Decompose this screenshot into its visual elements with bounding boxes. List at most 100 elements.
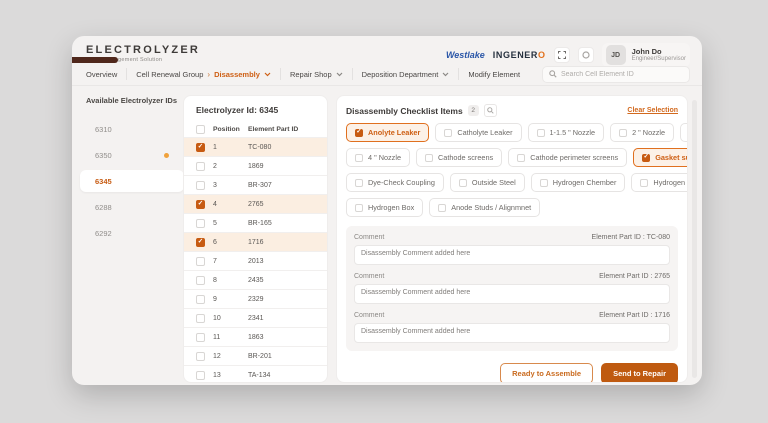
sidebar-item-6310[interactable]: 6310 xyxy=(95,124,112,134)
app-logo: ELECTROLYZER Asset Management Solution xyxy=(86,44,200,63)
active-section-indicator xyxy=(72,57,118,63)
row-checkbox[interactable] xyxy=(196,370,205,380)
checkbox-icon[interactable] xyxy=(444,128,453,137)
comment-input[interactable]: Disassembly Comment added here xyxy=(354,245,670,265)
sidebar-item-6288[interactable]: 6288 xyxy=(95,202,112,212)
action-buttons: Ready to Assemble Send to Repair xyxy=(346,363,678,382)
checklist-item-1-15-nozzle[interactable]: 1-1.5 " Nozzle xyxy=(527,123,605,142)
checklist-item-label: Anode Studs / Alignmnet xyxy=(451,203,532,212)
row-checkbox[interactable] xyxy=(196,332,205,342)
row-checkbox[interactable] xyxy=(196,294,205,304)
table-row[interactable]: 10 2341 xyxy=(184,308,327,327)
ready-to-assemble-button[interactable]: Ready to Assemble xyxy=(500,363,594,382)
select-all-checkbox[interactable] xyxy=(196,124,205,134)
checklist-item-8-nozzle[interactable]: 8 " Nozzle xyxy=(680,123,687,142)
checklist-item-anolyte-leaker[interactable]: Anolyte Leaker xyxy=(346,123,430,142)
row-checkbox[interactable] xyxy=(196,237,205,247)
checklist-item-gasket-surface[interactable]: Gasket surface xyxy=(633,148,687,167)
checkbox-icon[interactable] xyxy=(517,153,526,162)
checklist-item-hydrogen-chember[interactable]: Hydrogen Chember xyxy=(530,173,626,192)
search-input[interactable] xyxy=(561,70,683,78)
checklist-item-catholyte-leaker[interactable]: Catholyte Leaker xyxy=(435,123,522,142)
table-row[interactable]: 6 1716 xyxy=(184,232,327,251)
table-row[interactable]: 2 1869 xyxy=(184,156,327,175)
nav-modify-element[interactable]: Modify Element xyxy=(468,69,521,79)
checkbox-icon[interactable] xyxy=(355,128,363,137)
row-checkbox[interactable] xyxy=(196,351,205,361)
nav-overview[interactable]: Overview xyxy=(86,69,118,79)
checkbox-icon[interactable] xyxy=(355,153,363,162)
checkbox-icon[interactable] xyxy=(536,128,545,137)
table-row[interactable]: 5 BR-165 xyxy=(184,213,327,232)
sidebar-item-6292[interactable]: 6292 xyxy=(95,228,112,238)
comment-input[interactable]: Disassembly Comment added here xyxy=(354,284,670,304)
row-checkbox[interactable] xyxy=(196,180,205,190)
avatar: JD xyxy=(605,45,626,65)
comment-input[interactable]: Disassembly Comment added here xyxy=(354,323,670,343)
row-checkbox[interactable] xyxy=(196,218,205,228)
table-row[interactable]: 13 TA-134 xyxy=(184,365,327,382)
send-to-repair-button[interactable]: Send to Repair xyxy=(601,363,678,382)
cell-position: 2 xyxy=(213,162,217,170)
comment-block-tc-080: Comment Element Part ID : TC-080 Disasse… xyxy=(354,234,670,265)
nav-repair-shop[interactable]: Repair Shop xyxy=(290,70,343,79)
user-role: Engineer/Supervisor xyxy=(631,55,686,62)
comment-label: Comment xyxy=(354,234,385,241)
checkbox-icon[interactable] xyxy=(355,203,363,212)
fullscreen-button[interactable] xyxy=(553,47,570,63)
checklist-item-cathode-screens[interactable]: Cathode screens xyxy=(416,148,503,167)
nav-cell-renewal-label: Cell Renewal Group xyxy=(136,69,204,79)
cell-part-id: 1869 xyxy=(248,162,264,170)
table-row[interactable]: 11 1863 xyxy=(184,327,327,346)
checkbox-icon[interactable] xyxy=(640,178,649,187)
row-checkbox[interactable] xyxy=(196,313,205,323)
nav-disassembly[interactable]: Disassembly xyxy=(214,69,260,79)
nav-deposition-department[interactable]: Deposition Department xyxy=(362,70,450,79)
checklist-item-hydrogen-box[interactable]: Hydrogen Box xyxy=(346,198,424,217)
checklist-item-label: 4 " Nozzle xyxy=(368,153,402,162)
checkbox-icon[interactable] xyxy=(438,203,447,212)
sidebar-item-6345-selected[interactable]: 6345 xyxy=(80,170,184,192)
table-row[interactable]: 9 2329 xyxy=(184,289,327,308)
nav-cell-renewal-group[interactable]: Cell Renewal Group › Disassembly xyxy=(136,70,271,79)
checklist-item-cathode-perimeter-screens[interactable]: Cathode perimeter screens xyxy=(508,148,628,167)
cell-position: 12 xyxy=(213,352,221,360)
row-checkbox[interactable] xyxy=(196,142,205,152)
checklist-item-dye-check-coupling[interactable]: Dye-Check Coupling xyxy=(346,173,444,192)
row-checkbox[interactable] xyxy=(196,199,205,209)
checklist-item-anode-studs-alignment[interactable]: Anode Studs / Alignmnet xyxy=(429,198,541,217)
user-name: John Do xyxy=(631,46,662,56)
checkbox-icon[interactable] xyxy=(355,178,363,187)
checkbox-icon[interactable] xyxy=(458,178,467,187)
column-position: Position xyxy=(213,125,240,133)
table-row[interactable]: 8 2435 xyxy=(184,270,327,289)
checklist-search-button[interactable] xyxy=(483,104,497,117)
checklist-item-outside-steel[interactable]: Outside Steel xyxy=(449,173,525,192)
table-row[interactable]: 4 2765 xyxy=(184,194,327,213)
checklist-item-4-nozzle[interactable]: 4 " Nozzle xyxy=(346,148,411,167)
user-menu[interactable]: JD John Do Engineer/Supervisor xyxy=(601,43,690,67)
disassembly-checklist-panel: Disassembly Checklist Items 2 Clear Sele… xyxy=(336,95,688,383)
status-circle-button[interactable] xyxy=(577,47,594,63)
checkbox-icon[interactable] xyxy=(642,153,651,162)
cell-part-id: 2013 xyxy=(248,257,264,265)
cell-part-id: BR-201 xyxy=(248,352,272,360)
table-row[interactable]: 3 BR-307 xyxy=(184,175,327,194)
checklist-item-hydrogen-channel[interactable]: Hydrogen Channel xyxy=(631,173,687,192)
checkbox-icon[interactable] xyxy=(425,153,434,162)
table-row[interactable]: 12 BR-201 xyxy=(184,346,327,365)
checkbox-icon[interactable] xyxy=(619,128,628,137)
cell-position: 13 xyxy=(213,371,221,379)
table-row[interactable]: 1 TC-080 xyxy=(184,137,327,156)
vertical-scrollbar[interactable] xyxy=(692,100,697,378)
table-row[interactable]: 7 2013 xyxy=(184,251,327,270)
row-checkbox[interactable] xyxy=(196,275,205,285)
row-checkbox[interactable] xyxy=(196,161,205,171)
checklist-row: Anolyte Leaker Catholyte Leaker 1-1.5 " … xyxy=(346,123,687,142)
checklist-item-2-nozzle[interactable]: 2 " Nozzle xyxy=(610,123,675,142)
cell-element-search[interactable] xyxy=(542,65,690,83)
clear-selection-link[interactable]: Clear Selection xyxy=(627,107,678,114)
sidebar-item-6350[interactable]: 6350 xyxy=(86,144,183,166)
row-checkbox[interactable] xyxy=(196,256,205,266)
checkbox-icon[interactable] xyxy=(539,178,548,187)
